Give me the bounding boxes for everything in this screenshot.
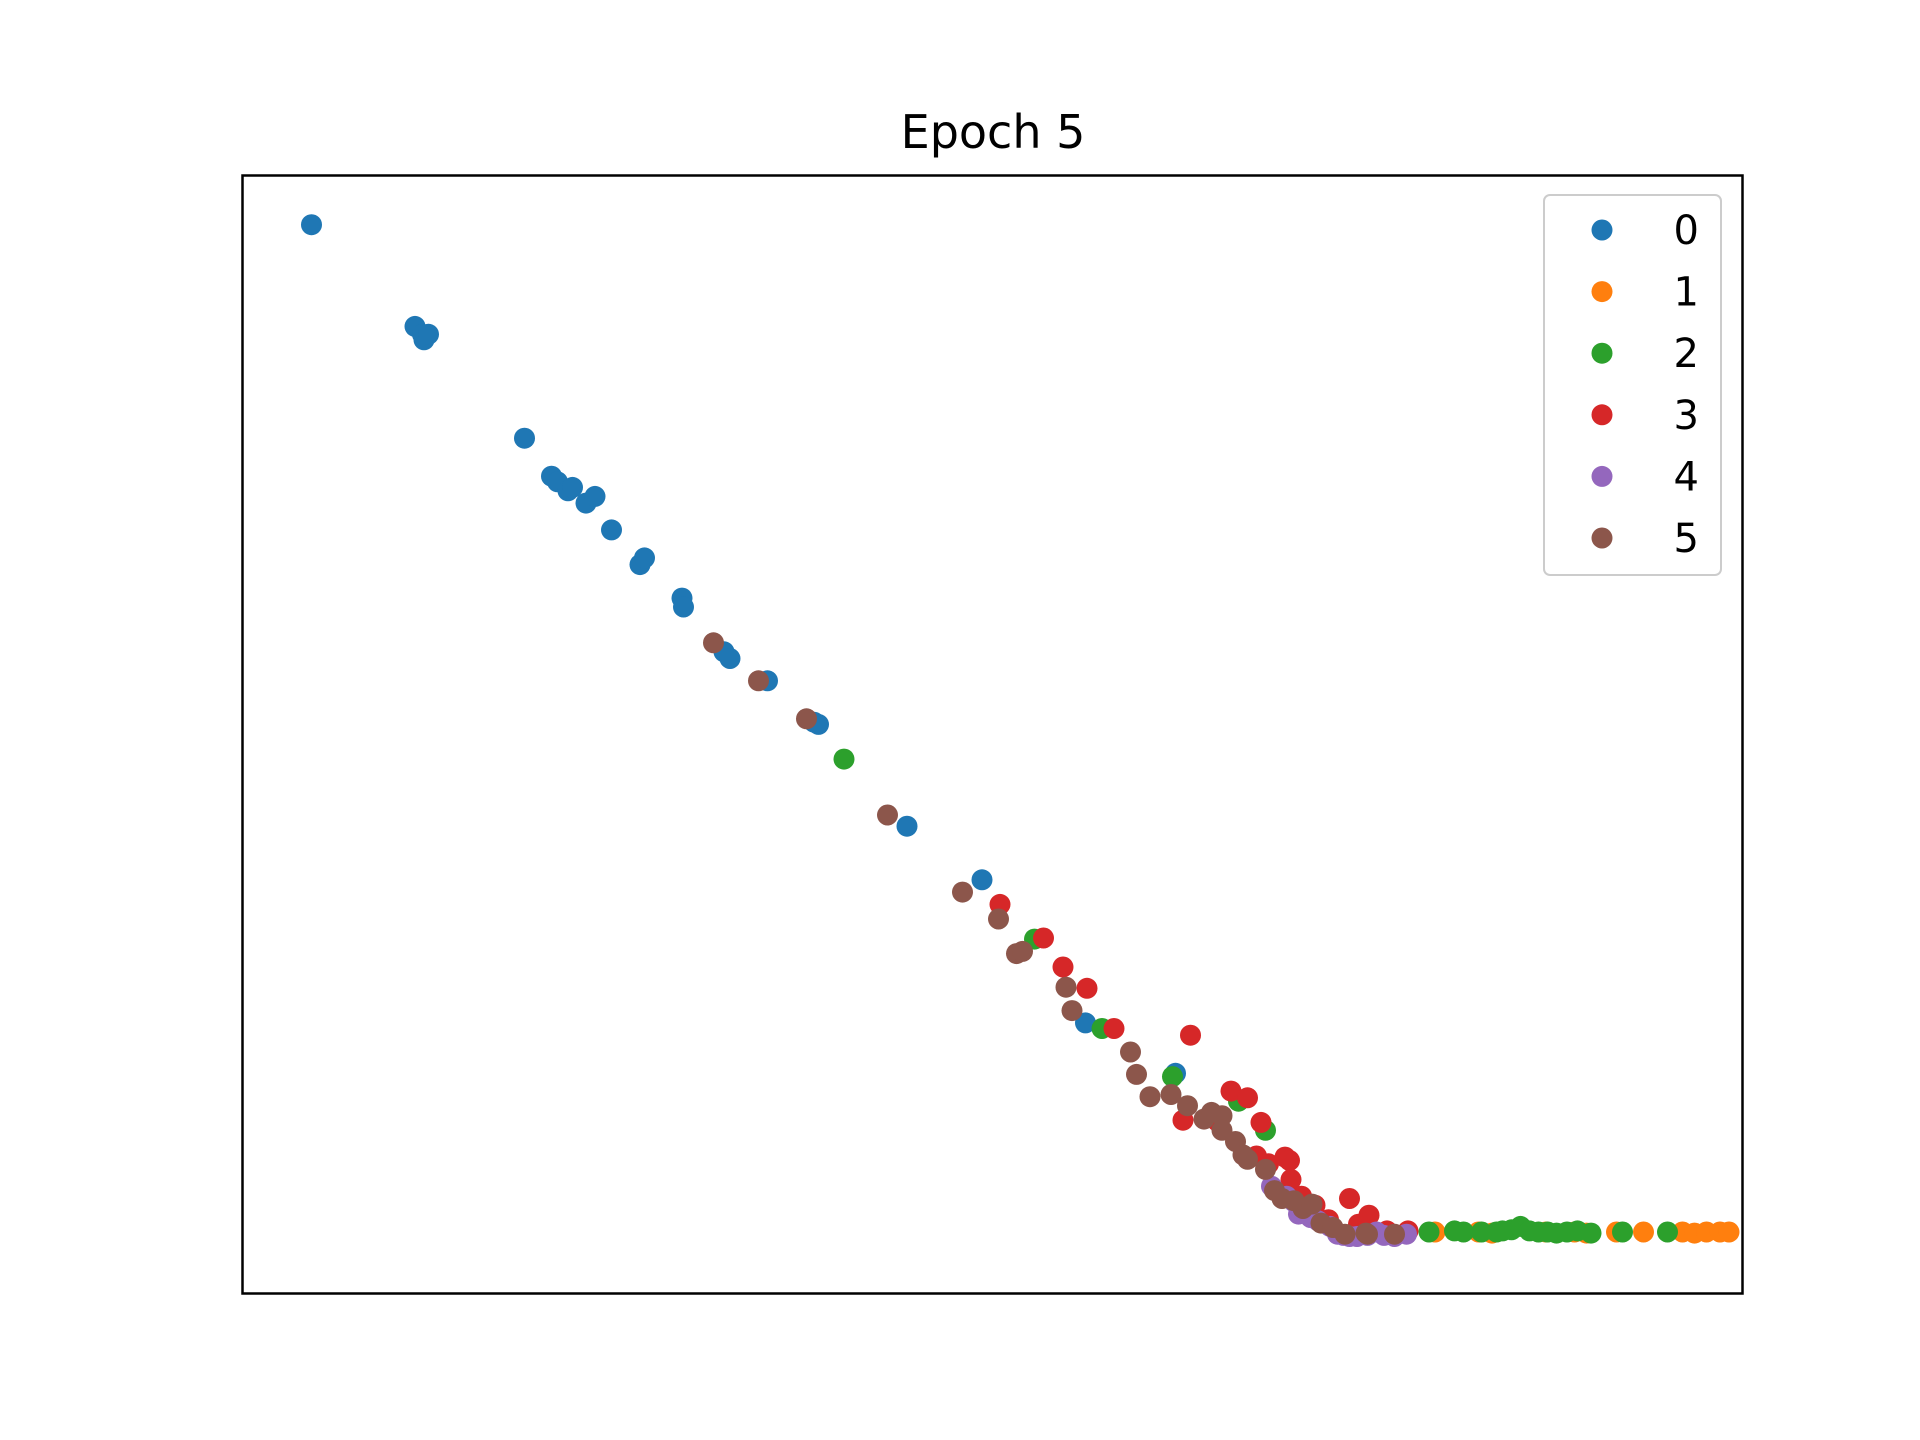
plot-area-frame (241, 174, 1744, 1295)
point-series-5-0 (703, 632, 724, 654)
point-series-5-11 (1126, 1063, 1147, 1085)
point-series-5-22 (1255, 1158, 1276, 1180)
point-series-0-18 (719, 648, 741, 669)
point-series-2-8 (1453, 1221, 1474, 1243)
legend-label-5: 5 (1674, 516, 1699, 562)
point-series-5-12 (1139, 1086, 1161, 1108)
point-series-0-5 (514, 427, 535, 449)
legend-marker-3 (1591, 404, 1613, 426)
point-series-0-24 (1075, 1012, 1096, 1034)
point-series-2-0 (833, 748, 855, 770)
point-series-3-4 (1103, 1018, 1125, 1039)
point-series-2-21 (1612, 1221, 1633, 1243)
point-series-0-9 (562, 476, 583, 498)
point-series-0-14 (634, 547, 655, 569)
series-0 (301, 214, 1186, 1084)
point-series-5-30 (1334, 1223, 1356, 1245)
point-series-0-22 (896, 815, 918, 837)
point-series-5-7 (1012, 940, 1033, 962)
point-series-2-6 (1418, 1221, 1440, 1243)
point-series-3-20 (1339, 1188, 1360, 1209)
point-series-2-9 (1471, 1221, 1492, 1243)
point-series-0-4 (418, 323, 439, 345)
point-series-5-3 (877, 804, 898, 826)
point-series-0-23 (971, 869, 993, 891)
point-series-5-32 (1357, 1223, 1378, 1245)
point-series-1-12 (1718, 1221, 1740, 1243)
point-series-5-17 (1211, 1105, 1233, 1127)
point-series-5-2 (796, 708, 817, 730)
point-series-2-22 (1657, 1221, 1678, 1243)
point-series-3-22 (1358, 1204, 1380, 1226)
legend-marker-2 (1591, 342, 1613, 364)
point-series-5-21 (1237, 1148, 1258, 1170)
point-series-5-1 (748, 670, 769, 692)
point-series-0-11 (584, 485, 606, 507)
chart-title: Epoch 5 (901, 105, 1086, 159)
point-series-5-14 (1177, 1095, 1198, 1117)
point-series-2-3 (1162, 1066, 1183, 1088)
point-series-5-9 (1061, 1000, 1083, 1022)
legend-label-4: 4 (1674, 454, 1699, 500)
point-series-3-15 (1280, 1169, 1302, 1190)
legend-label-1: 1 (1674, 270, 1699, 316)
legend-marker-1 (1591, 281, 1613, 303)
point-series-5-13 (1160, 1084, 1182, 1105)
legend: 0 1 2 3 4 5 (1543, 194, 1722, 576)
point-series-3-6 (1220, 1080, 1242, 1102)
point-series-0-0 (301, 214, 322, 236)
point-series-5-8 (1055, 976, 1077, 998)
point-series-5-5 (988, 908, 1009, 930)
legend-label-0: 0 (1674, 208, 1699, 254)
legend-label-2: 2 (1674, 331, 1699, 377)
point-series-3-14 (1279, 1150, 1300, 1171)
point-series-5-10 (1120, 1041, 1141, 1063)
legend-label-3: 3 (1674, 393, 1699, 439)
series-5 (703, 632, 1405, 1245)
legend-box (1543, 194, 1722, 576)
point-series-3-7 (1237, 1087, 1258, 1109)
data-points (301, 214, 1740, 1247)
point-series-3-1 (1033, 927, 1054, 949)
point-series-3-3 (1076, 977, 1098, 999)
point-series-2-20 (1580, 1222, 1602, 1244)
point-series-0-16 (673, 596, 694, 618)
point-series-5-27 (1301, 1193, 1323, 1215)
point-series-3-2 (1052, 956, 1074, 978)
point-series-1-7 (1633, 1221, 1654, 1243)
point-series-5-4 (952, 881, 973, 903)
point-series-5-33 (1384, 1223, 1405, 1245)
point-series-3-5 (1180, 1024, 1201, 1046)
legend-marker-4 (1591, 465, 1613, 487)
point-series-3-11 (1250, 1111, 1272, 1133)
point-series-0-12 (601, 519, 622, 541)
legend-marker-0 (1591, 219, 1613, 241)
legend-marker-5 (1591, 527, 1613, 549)
